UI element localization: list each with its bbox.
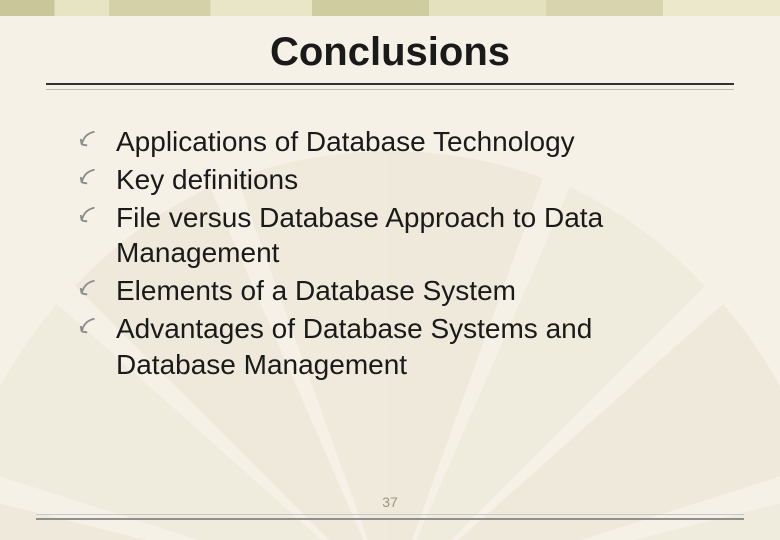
footer-rule-thin <box>36 514 744 515</box>
footer-rule <box>36 518 744 520</box>
list-item: Key definitions <box>78 162 716 198</box>
bullet-list: Applications of Database Technology Key … <box>78 124 716 383</box>
slide-title: Conclusions <box>260 30 520 81</box>
list-item-text: File versus Database Approach to Data Ma… <box>116 202 603 269</box>
list-item-text: Key definitions <box>116 164 298 195</box>
list-item: Applications of Database Technology <box>78 124 716 160</box>
content-area: Applications of Database Technology Key … <box>78 124 716 383</box>
list-item: Elements of a Database System <box>78 273 716 309</box>
bullet-arrow-icon <box>78 277 100 299</box>
list-item: File versus Database Approach to Data Ma… <box>78 200 716 272</box>
slide-container: Conclusions Applications of Database Tec… <box>0 0 780 540</box>
title-underline-thin <box>46 89 734 90</box>
bullet-arrow-icon <box>78 315 100 337</box>
title-area: Conclusions <box>36 30 744 90</box>
footer-area <box>36 514 744 520</box>
list-item: Advantages of Database Systems and Datab… <box>78 311 716 383</box>
list-item-text: Elements of a Database System <box>116 275 516 306</box>
bullet-arrow-icon <box>78 128 100 150</box>
title-underline <box>46 83 734 85</box>
bullet-arrow-icon <box>78 204 100 226</box>
bullet-arrow-icon <box>78 166 100 188</box>
page-number: 37 <box>0 494 780 510</box>
list-item-text: Advantages of Database Systems and Datab… <box>116 313 592 380</box>
list-item-text: Applications of Database Technology <box>116 126 575 157</box>
